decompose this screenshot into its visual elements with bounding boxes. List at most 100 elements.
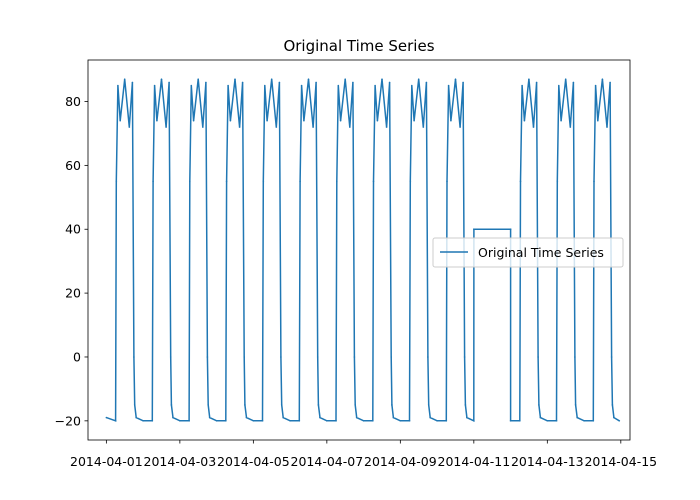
data-point	[463, 356, 466, 358]
data-point	[227, 84, 229, 87]
data-point	[354, 404, 357, 406]
data-point	[202, 126, 204, 128]
data-point	[539, 416, 542, 419]
data-point	[564, 78, 567, 80]
data-point	[558, 84, 560, 87]
data-point	[417, 78, 420, 80]
x-tick-label: 2014-04-07	[291, 454, 364, 469]
data-point	[207, 404, 209, 406]
data-point	[597, 119, 599, 122]
data-point	[618, 420, 621, 422]
data-point	[399, 420, 402, 422]
data-point	[142, 420, 144, 422]
data-point	[192, 119, 195, 122]
data-point	[189, 180, 191, 183]
data-point	[427, 356, 429, 358]
data-point	[225, 420, 227, 422]
data-point	[601, 78, 604, 80]
data-point	[307, 78, 310, 80]
x-tick-label: 2014-04-11	[438, 454, 511, 469]
data-point	[454, 78, 457, 80]
data-point	[160, 78, 163, 80]
data-point	[262, 180, 265, 183]
data-point	[197, 78, 199, 80]
data-point	[521, 84, 523, 87]
x-tick-label: 2014-04-13	[511, 454, 584, 469]
data-point	[388, 81, 391, 84]
data-point	[509, 420, 512, 422]
data-point	[519, 420, 521, 422]
data-point	[532, 126, 535, 128]
legend: Original Time Series	[432, 237, 624, 268]
data-point	[593, 180, 595, 183]
data-point	[446, 180, 448, 183]
data-point	[390, 356, 393, 358]
data-point	[546, 420, 549, 422]
data-point	[353, 356, 356, 358]
data-point	[509, 228, 512, 230]
data-point	[538, 404, 540, 406]
data-point	[372, 420, 374, 422]
data-point	[337, 84, 340, 87]
data-point	[606, 126, 608, 128]
data-point	[131, 81, 134, 84]
data-point	[409, 180, 412, 183]
data-point	[289, 420, 291, 422]
data-point	[535, 81, 538, 84]
data-point	[298, 420, 301, 422]
data-point	[190, 84, 193, 87]
data-point	[170, 404, 173, 406]
data-point	[555, 420, 558, 422]
data-point	[425, 81, 428, 84]
plot-frame	[87, 59, 631, 441]
data-point	[408, 420, 411, 422]
data-point	[352, 81, 354, 84]
data-point	[105, 416, 108, 419]
data-point	[362, 420, 365, 422]
data-point	[459, 126, 461, 128]
data-point	[560, 119, 562, 122]
data-point	[188, 420, 190, 422]
data-point	[385, 126, 388, 128]
data-point	[179, 420, 181, 422]
data-point	[319, 416, 321, 419]
data-point	[427, 404, 430, 406]
data-point	[381, 78, 383, 80]
data-point	[243, 356, 245, 358]
data-point	[165, 126, 167, 128]
data-point	[270, 78, 273, 80]
data-point	[282, 416, 285, 419]
data-point	[156, 119, 158, 122]
y-tick-label: 20	[65, 286, 81, 301]
data-point	[336, 180, 338, 183]
data-point	[572, 81, 575, 84]
data-point	[574, 356, 576, 358]
chart-title: Original Time Series	[283, 37, 434, 55]
data-point	[374, 84, 376, 87]
y-tick-label: 0	[73, 349, 81, 364]
x-tick-label: 2014-04-03	[144, 454, 217, 469]
data-point	[168, 81, 170, 84]
data-point	[592, 420, 595, 422]
data-point	[278, 81, 281, 84]
data-point	[429, 416, 432, 419]
data-point	[241, 81, 244, 84]
data-point	[519, 180, 522, 183]
data-point	[355, 416, 358, 419]
x-axis: 2014-04-01 2014-04-03 2014-04-05 2014-04-07…	[70, 440, 657, 469]
data-point	[326, 420, 328, 422]
data-point	[594, 84, 597, 87]
data-point	[225, 180, 228, 183]
data-point	[422, 126, 425, 128]
y-tick-label: −20	[55, 413, 81, 428]
data-point	[523, 119, 526, 122]
data-point	[316, 356, 319, 358]
data-point	[252, 420, 255, 422]
series-points	[105, 78, 621, 422]
data-point	[215, 420, 218, 422]
data-point	[234, 78, 236, 80]
data-point	[300, 84, 303, 87]
data-point	[117, 84, 119, 87]
data-point	[537, 356, 539, 358]
